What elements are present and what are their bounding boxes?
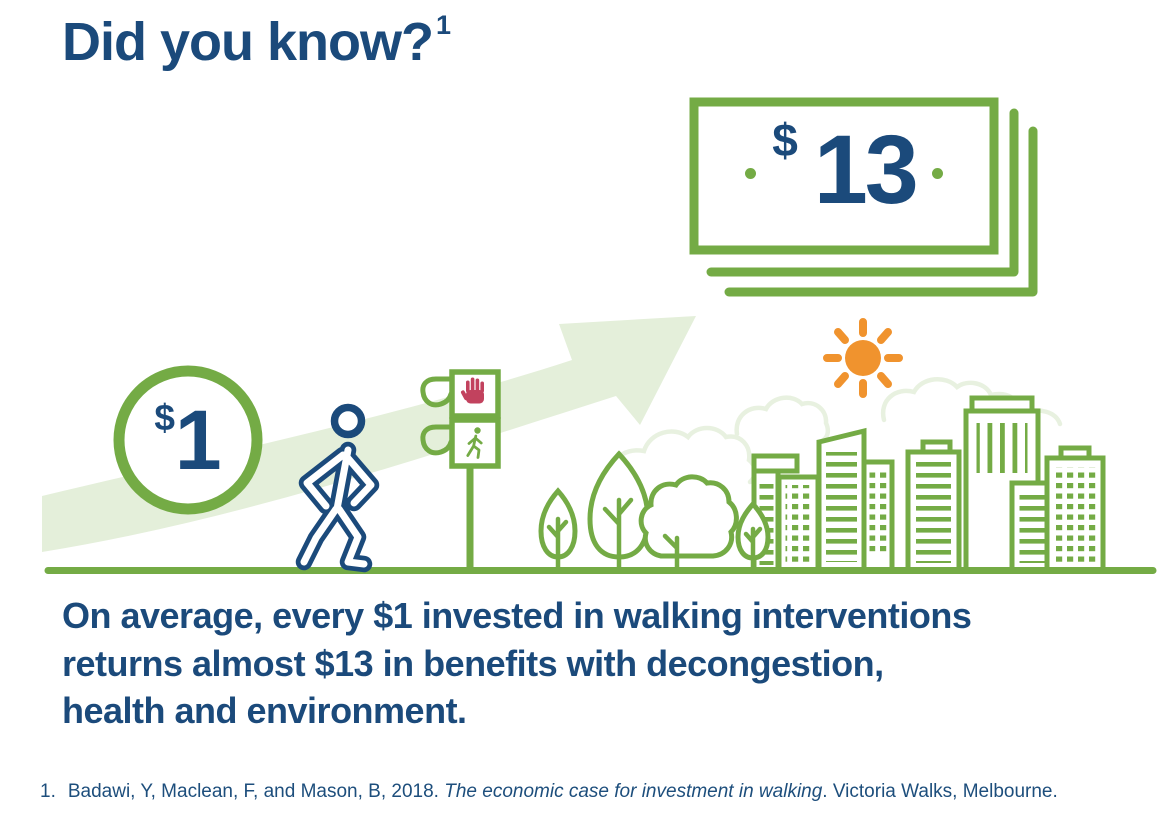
key-message-line: returns almost $13 in benefits with deco… (62, 642, 884, 684)
bush-icon (638, 474, 739, 573)
bullet-dot (745, 167, 757, 179)
walking-person-icon (295, 403, 380, 573)
footnote-marker: 1 (436, 10, 451, 40)
key-message-line: health and environment. (62, 690, 467, 731)
banknote-stack-icon (689, 97, 1038, 297)
walk-signal-icon (466, 427, 483, 459)
footnote-citation: 1. Badawi, Y, Maclean, F, and Mason, B, 2… (40, 781, 1150, 803)
key-message-line: On average, every $1 invested in walking… (62, 595, 972, 636)
tree-icon (735, 500, 771, 573)
bullet-dot (931, 167, 943, 179)
coin-currency-symbol: $ (154, 397, 175, 438)
footnote-number: 1. (40, 781, 56, 802)
key-message: On average, every $1 invested in walking… (62, 592, 1142, 735)
tree-icon (587, 450, 651, 573)
tree-icon (538, 487, 578, 573)
footnote-publisher: . Victoria Walks, Melbourne. (822, 781, 1058, 802)
coin-amount: 1 (174, 393, 222, 487)
footnote-authors: Badawi, Y, Maclean, F, and Mason, B, 201… (67, 781, 445, 802)
note-currency-symbol: $ (772, 114, 798, 166)
note-amount: 13 (813, 114, 919, 224)
footnote-work-title: The economic case for investment in walk… (444, 781, 823, 802)
investment-coin-value: $ 1 (118, 370, 258, 510)
pedestrian-signal-icon (420, 369, 501, 570)
page-title-text: Did you know? (62, 12, 434, 72)
return-note-value: $ 13 (690, 97, 998, 249)
coin-icon (113, 365, 263, 515)
sun-icon (823, 318, 903, 398)
page-title: Did you know? 1 (62, 10, 451, 73)
stop-hand-icon (460, 377, 484, 404)
city-skyline-icon (751, 395, 1106, 574)
